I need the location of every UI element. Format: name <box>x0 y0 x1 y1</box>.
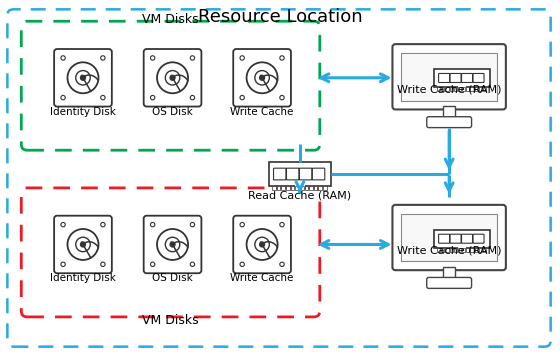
Bar <box>462 87 465 91</box>
Bar <box>286 186 290 190</box>
Bar <box>450 247 452 252</box>
FancyBboxPatch shape <box>54 49 112 107</box>
Bar <box>441 87 445 91</box>
Bar <box>300 186 304 190</box>
Bar <box>443 267 455 279</box>
FancyBboxPatch shape <box>473 234 484 243</box>
Bar <box>277 186 281 190</box>
Bar <box>402 214 497 261</box>
FancyBboxPatch shape <box>21 188 320 317</box>
FancyBboxPatch shape <box>273 168 286 180</box>
Bar <box>470 247 474 252</box>
Text: Write Cache (RAM): Write Cache (RAM) <box>397 85 501 95</box>
FancyBboxPatch shape <box>461 234 473 243</box>
Text: OS Disk: OS Disk <box>152 107 193 116</box>
FancyBboxPatch shape <box>300 168 312 180</box>
FancyBboxPatch shape <box>7 9 550 347</box>
FancyBboxPatch shape <box>461 74 473 82</box>
Bar <box>458 86 466 89</box>
Bar <box>454 247 457 252</box>
Bar <box>458 247 466 250</box>
Bar <box>441 247 445 252</box>
Circle shape <box>259 242 265 247</box>
Bar <box>434 69 490 87</box>
Bar <box>402 53 497 101</box>
Bar <box>269 162 331 186</box>
Bar <box>450 87 452 91</box>
Text: Resource Location: Resource Location <box>198 8 362 26</box>
Circle shape <box>81 242 86 247</box>
Text: OS Disk: OS Disk <box>152 273 193 283</box>
FancyBboxPatch shape <box>473 74 484 82</box>
Bar <box>470 87 474 91</box>
Circle shape <box>259 75 265 80</box>
Bar <box>323 186 327 190</box>
FancyBboxPatch shape <box>393 205 506 270</box>
Bar <box>295 186 299 190</box>
Bar <box>309 186 313 190</box>
Text: Write Cache: Write Cache <box>230 107 294 116</box>
Bar <box>437 247 440 252</box>
Bar <box>483 87 486 91</box>
FancyBboxPatch shape <box>144 49 202 107</box>
FancyBboxPatch shape <box>233 49 291 107</box>
Bar <box>434 230 490 247</box>
Bar <box>445 247 449 252</box>
Circle shape <box>170 242 175 247</box>
Bar <box>291 186 294 190</box>
Text: Write Cache: Write Cache <box>230 273 294 283</box>
Bar <box>437 87 440 91</box>
FancyBboxPatch shape <box>233 216 291 273</box>
FancyBboxPatch shape <box>54 216 112 273</box>
FancyBboxPatch shape <box>427 278 472 289</box>
FancyBboxPatch shape <box>21 21 320 150</box>
Bar <box>458 247 461 252</box>
Bar <box>454 87 457 91</box>
FancyBboxPatch shape <box>438 234 450 243</box>
Bar <box>479 87 482 91</box>
Bar <box>295 185 305 188</box>
Bar <box>466 247 469 252</box>
Bar <box>458 87 461 91</box>
FancyBboxPatch shape <box>393 44 506 109</box>
FancyBboxPatch shape <box>144 216 202 273</box>
Text: Read Cache (RAM): Read Cache (RAM) <box>248 191 352 201</box>
Bar <box>474 247 478 252</box>
Bar <box>445 87 449 91</box>
FancyBboxPatch shape <box>427 117 472 128</box>
Text: VM Disks: VM Disks <box>142 13 199 26</box>
FancyBboxPatch shape <box>312 168 325 180</box>
Bar <box>443 107 455 119</box>
Text: Identity Disk: Identity Disk <box>50 273 116 283</box>
Bar <box>474 87 478 91</box>
Text: Write Cache (RAM): Write Cache (RAM) <box>397 245 501 256</box>
Bar <box>281 186 285 190</box>
Bar <box>462 247 465 252</box>
Bar <box>319 186 322 190</box>
Circle shape <box>170 75 175 80</box>
FancyBboxPatch shape <box>450 74 461 82</box>
Bar <box>305 186 308 190</box>
Text: VM Disks: VM Disks <box>142 314 199 327</box>
FancyBboxPatch shape <box>287 168 299 180</box>
Bar <box>314 186 318 190</box>
Bar <box>466 87 469 91</box>
Bar <box>272 186 276 190</box>
Text: Identity Disk: Identity Disk <box>50 107 116 116</box>
FancyBboxPatch shape <box>450 234 461 243</box>
FancyBboxPatch shape <box>438 74 450 82</box>
Bar <box>479 247 482 252</box>
Circle shape <box>81 75 86 80</box>
Bar <box>483 247 486 252</box>
